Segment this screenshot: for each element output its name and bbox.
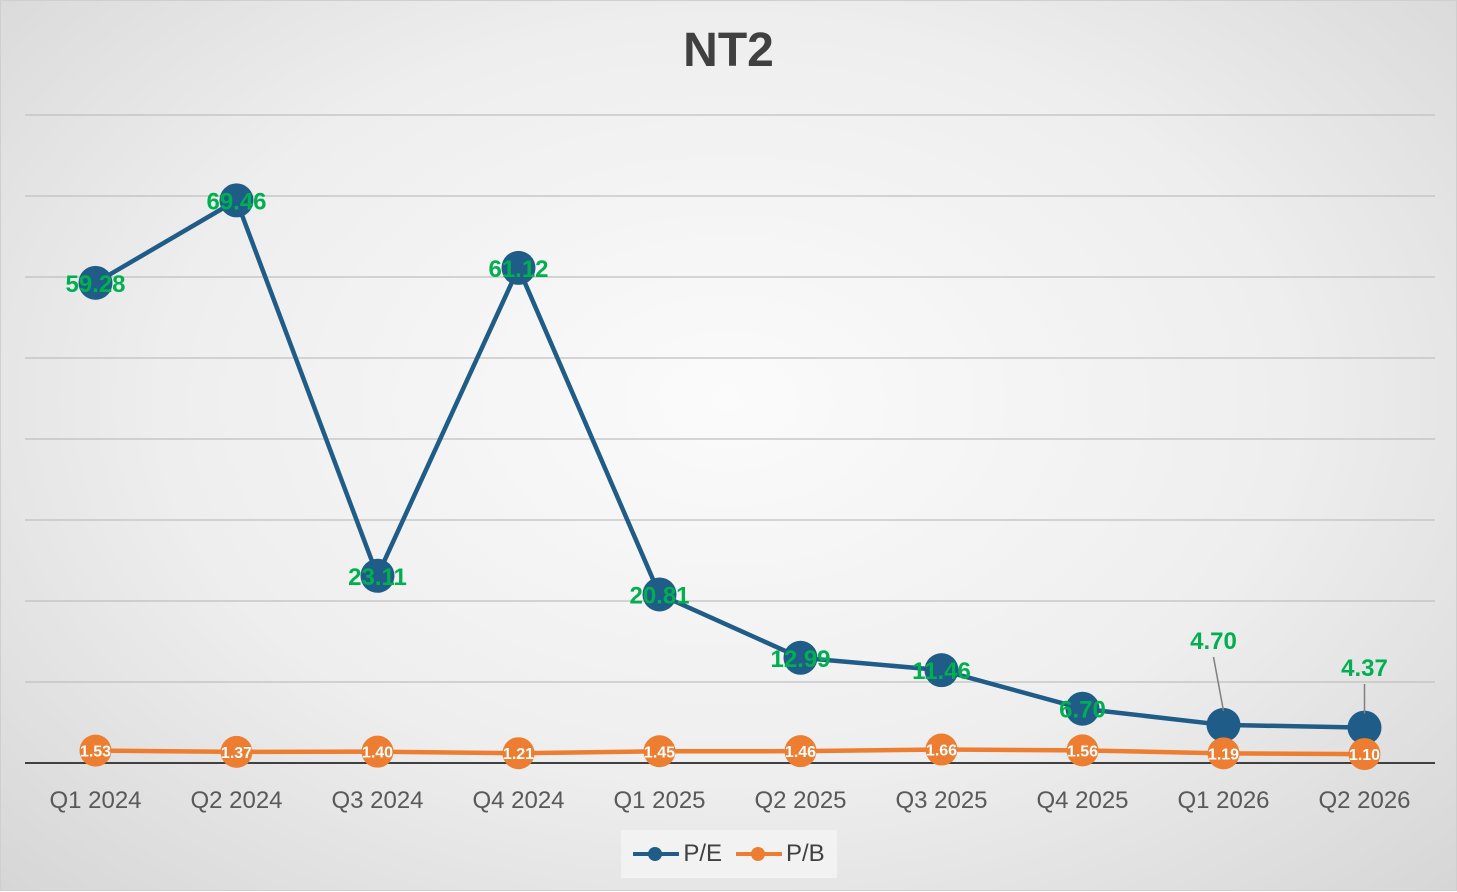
data-label-pe: 59.28 xyxy=(65,271,125,298)
legend-item-pe: P/E xyxy=(633,840,722,868)
marker-pb xyxy=(1348,738,1381,771)
data-label-pb: 1.66 xyxy=(926,743,957,760)
x-tick-label: Q4 2024 xyxy=(472,787,564,814)
data-label-pb: 1.37 xyxy=(221,745,252,762)
marker-pe xyxy=(924,653,959,688)
marker-pe xyxy=(783,640,818,675)
data-label-pb: 1.56 xyxy=(1067,743,1098,760)
x-tick-label: Q2 2025 xyxy=(754,787,846,814)
marker-pb xyxy=(361,735,394,768)
marker-pb xyxy=(220,735,253,768)
data-label-pe: 4.70 xyxy=(1190,628,1237,655)
marker-pe xyxy=(1065,691,1100,726)
data-label-pb: 1.19 xyxy=(1208,746,1239,763)
x-tick-label: Q1 2026 xyxy=(1177,787,1269,814)
legend-swatch-pb xyxy=(736,847,782,861)
data-label-pe: 4.37 xyxy=(1341,655,1388,682)
data-label-pb: 1.21 xyxy=(503,746,534,763)
data-label-pb: 1.53 xyxy=(80,744,111,761)
legend-item-pb: P/B xyxy=(736,840,825,868)
marker-pe xyxy=(642,577,677,612)
marker-pb xyxy=(784,735,817,768)
marker-pe xyxy=(78,265,113,300)
x-tick-label: Q4 2025 xyxy=(1036,787,1128,814)
legend-swatch-pe xyxy=(633,847,680,861)
marker-pe xyxy=(1347,710,1382,745)
data-label-pb: 1.40 xyxy=(362,745,393,762)
series-line-pe xyxy=(94,198,1365,730)
data-label-pe: 61.12 xyxy=(488,256,548,283)
marker-pb xyxy=(1207,737,1240,770)
leader-line xyxy=(1212,656,1225,712)
x-tick-label: Q1 2024 xyxy=(49,787,141,814)
marker-pb xyxy=(1066,734,1099,767)
data-label-pe: 23.11 xyxy=(348,564,407,591)
x-tick-label: Q2 2026 xyxy=(1318,787,1410,814)
x-tick-label: Q2 2024 xyxy=(190,787,282,814)
x-tick-label: Q3 2024 xyxy=(331,787,423,814)
marker-pe xyxy=(219,183,254,218)
data-label-pb: 1.10 xyxy=(1349,747,1380,764)
marker-pe xyxy=(1206,707,1241,742)
marker-pb xyxy=(79,734,112,767)
data-label-pe: 69.46 xyxy=(206,188,266,215)
legend-label-pb: P/B xyxy=(786,840,825,867)
chart-title: NT2 xyxy=(683,24,774,77)
marker-pb xyxy=(925,733,958,766)
x-tick-label: Q1 2025 xyxy=(613,787,705,814)
data-label-pb: 1.45 xyxy=(644,744,675,761)
data-label-pb: 1.46 xyxy=(785,744,816,761)
series-line-pb xyxy=(95,747,1365,757)
legend: P/E P/B xyxy=(621,830,837,878)
marker-pe xyxy=(501,250,536,285)
data-label-pe: 6.70 xyxy=(1059,697,1106,724)
marker-pb xyxy=(502,737,535,770)
marker-pe xyxy=(360,558,395,593)
legend-label-pe: P/E xyxy=(683,840,722,867)
data-label-pe: 11.46 xyxy=(912,658,971,685)
data-label-pe: 12.99 xyxy=(770,646,830,673)
data-label-pe: 20.81 xyxy=(629,582,689,609)
marker-pb xyxy=(643,735,676,768)
x-tick-label: Q3 2025 xyxy=(895,787,987,814)
